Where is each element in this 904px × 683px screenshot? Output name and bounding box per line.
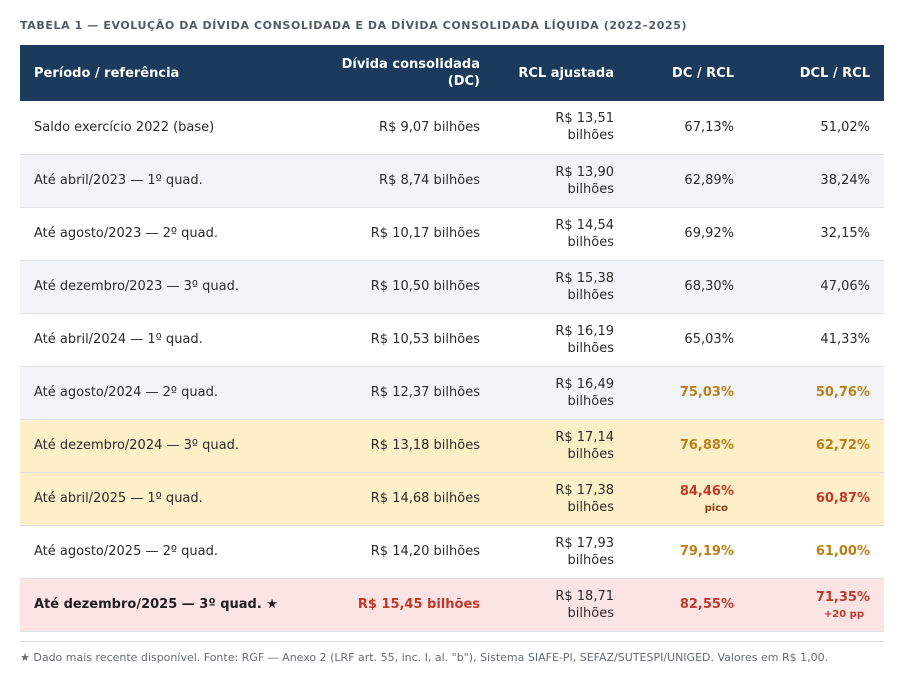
cell-rcl-value: R$ 16,19 [555, 323, 614, 339]
cell-dcl-rcl: 41,33% [820, 332, 870, 347]
cell-rcl-unit: bilhões [567, 499, 614, 515]
table-row: Até abril/2024 — 1º quad. R$ 10,53 bilhõ… [20, 313, 884, 366]
cell-dcl-rcl: 32,15% [820, 226, 870, 241]
cell-rcl: R$ 17,93 bilhões [494, 525, 628, 578]
cell-rcl-unit: bilhões [567, 287, 614, 303]
cell-rcl-unit: bilhões [567, 181, 614, 197]
cell-rcl-value: R$ 13,51 [555, 111, 614, 127]
header-dc-line1: Dívida consolidada [341, 57, 480, 72]
cell-dcl-rcl: 60,87% [815, 491, 870, 506]
header-dc-line2: (DC) [447, 74, 480, 89]
header-dc-rcl: DC / RCL [672, 65, 734, 81]
cell-dc-rcl: 79,19% [679, 544, 734, 559]
cell-dc: R$ 10,53 bilhões [370, 332, 480, 347]
cell-dc-rcl: 62,89% [684, 173, 734, 188]
cell-rcl-value: R$ 17,14 [555, 429, 614, 445]
cell-period: Saldo exercício 2022 (base) [34, 119, 215, 135]
table-row: Até agosto/2025 — 2º quad. R$ 14,20 bilh… [20, 525, 884, 578]
cell-rcl-value: R$ 13,90 [555, 164, 614, 180]
table-row: Até abril/2025 — 1º quad. R$ 14,68 bilhõ… [20, 472, 884, 525]
cell-dc-rcl: 67,13% [684, 119, 734, 135]
cell-rcl-value: R$ 15,38 [555, 270, 614, 286]
cell-dcl-rcl-value: 71,35% [815, 589, 870, 605]
cell-period: Até abril/2024 — 1º quad. [34, 332, 203, 347]
cell-dc-rcl: 68,30% [684, 279, 734, 294]
header-dcl-rcl: DCL / RCL [799, 65, 870, 81]
cell-period: Até agosto/2025 — 2º quad. [34, 544, 218, 559]
cell-dc: R$ 14,20 bilhões [370, 544, 480, 559]
cell-dcl-rcl: 47,06% [820, 279, 870, 294]
cell-rcl-value: R$ 14,54 [555, 217, 614, 233]
cell-period: Até agosto/2023 — 2º quad. [34, 226, 218, 241]
cell-dc: R$ 10,17 bilhões [370, 226, 480, 241]
cell-rcl: R$ 16,19 bilhões [494, 313, 628, 366]
cell-dcl-rcl: 71,35% +20 pp [748, 578, 884, 631]
cell-period: Até abril/2025 — 1º quad. [34, 491, 203, 506]
cell-dc-rcl: 76,88% [679, 438, 734, 453]
debt-evolution-table: Período / referência Dívida consolidada (… [20, 45, 884, 632]
cell-rcl: R$ 18,71 bilhões [494, 578, 628, 631]
cell-dcl-rcl: 62,72% [815, 438, 870, 453]
header-period: Período / referência [34, 65, 180, 81]
cell-rcl-unit: bilhões [567, 552, 614, 568]
cell-rcl-unit: bilhões [567, 605, 614, 621]
header-dc: Dívida consolidada (DC) [316, 45, 494, 101]
cell-dc-rcl: 82,55% [679, 597, 734, 612]
cell-rcl-value: R$ 16,49 [555, 376, 614, 392]
cell-dc-rcl: 69,92% [684, 226, 734, 241]
cell-rcl-value: R$ 17,38 [555, 482, 614, 498]
cell-rcl: R$ 13,51 bilhões [494, 101, 628, 154]
table-row: Até abril/2023 — 1º quad. R$ 8,74 bilhõe… [20, 154, 884, 207]
cell-rcl: R$ 17,14 bilhões [494, 419, 628, 472]
cell-dc-rcl-value: 84,46% [679, 483, 734, 499]
cell-period: Até dezembro/2024 — 3º quad. [34, 438, 239, 453]
cell-dc: R$ 8,74 bilhões [379, 173, 480, 188]
cell-dc-rcl: 65,03% [684, 332, 734, 347]
delta-note: +20 pp [823, 608, 864, 620]
peak-note: pico [704, 502, 728, 514]
cell-dc-rcl: 75,03% [679, 385, 734, 400]
cell-period: Até dezembro/2023 — 3º quad. [34, 279, 239, 294]
cell-dc: R$ 13,18 bilhões [370, 438, 480, 453]
table-row: Saldo exercício 2022 (base) R$ 9,07 bilh… [20, 101, 884, 154]
cell-dcl-rcl: 61,00% [815, 544, 870, 559]
cell-dc: R$ 10,50 bilhões [370, 279, 480, 294]
cell-rcl: R$ 17,38 bilhões [494, 472, 628, 525]
cell-dc-rcl: 84,46% pico [628, 472, 748, 525]
table-header-row: Período / referência Dívida consolidada (… [20, 45, 884, 101]
cell-dcl-rcl: 38,24% [820, 173, 870, 188]
header-rcl: RCL ajustada [518, 65, 614, 81]
cell-dc: R$ 14,68 bilhões [370, 491, 480, 506]
table-row: Até dezembro/2023 — 3º quad. R$ 10,50 bi… [20, 260, 884, 313]
cell-rcl: R$ 13,90 bilhões [494, 154, 628, 207]
table-row: Até dezembro/2024 — 3º quad. R$ 13,18 bi… [20, 419, 884, 472]
cell-period: Até agosto/2024 — 2º quad. [34, 385, 218, 400]
table-row-latest: Até dezembro/2025 — 3º quad. ★ R$ 15,45 … [20, 578, 884, 631]
cell-rcl: R$ 14,54 bilhões [494, 207, 628, 260]
cell-period: Até abril/2023 — 1º quad. [34, 173, 203, 188]
cell-rcl-value: R$ 17,93 [555, 535, 614, 551]
cell-rcl-unit: bilhões [567, 234, 614, 250]
cell-period: Até dezembro/2025 — 3º quad. ★ [34, 597, 278, 612]
cell-rcl: R$ 16,49 bilhões [494, 366, 628, 419]
cell-dcl-rcl: 51,02% [820, 119, 870, 135]
table-caption: TABELA 1 — EVOLUÇÃO DA DÍVIDA CONSOLIDAD… [20, 19, 688, 32]
cell-rcl: R$ 15,38 bilhões [494, 260, 628, 313]
cell-dc: R$ 9,07 bilhões [379, 119, 480, 135]
cell-rcl-unit: bilhões [567, 446, 614, 462]
cell-dcl-rcl: 50,76% [815, 385, 870, 400]
table-row: Até agosto/2023 — 2º quad. R$ 10,17 bilh… [20, 207, 884, 260]
cell-rcl-value: R$ 18,71 [555, 588, 614, 604]
cell-dc: R$ 15,45 bilhões [357, 597, 480, 612]
cell-rcl-unit: bilhões [567, 340, 614, 356]
table-footnote: ★ Dado mais recente disponível. Fonte: R… [20, 651, 829, 664]
footnote-divider [20, 641, 884, 642]
table-row: Até agosto/2024 — 2º quad. R$ 12,37 bilh… [20, 366, 884, 419]
cell-rcl-unit: bilhões [567, 393, 614, 409]
cell-dc: R$ 12,37 bilhões [370, 385, 480, 400]
cell-rcl-unit: bilhões [567, 128, 614, 144]
